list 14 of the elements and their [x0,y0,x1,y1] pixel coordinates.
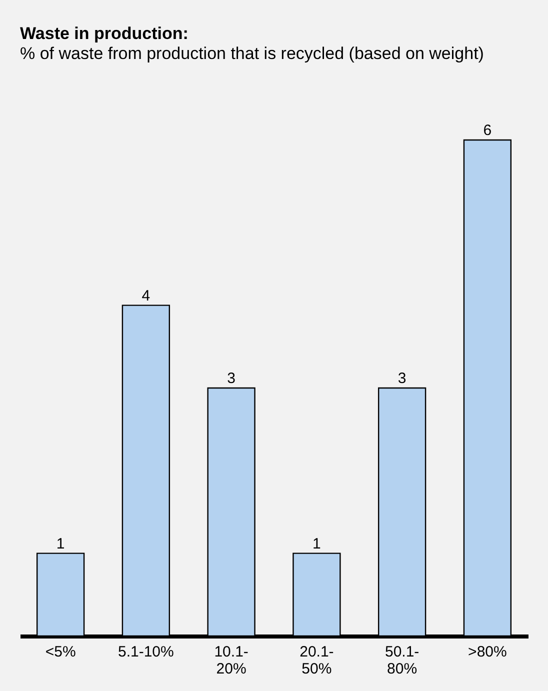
x-tick-label: >80% [468,644,507,660]
data-label: 6 [483,122,492,139]
data-label: 4 [142,287,150,304]
chart-subtitle: % of waste from production that is recycled (based on weight) [20,44,484,63]
data-label: 1 [312,535,321,552]
data-label: 3 [398,370,406,387]
data-label: 1 [56,535,65,552]
x-tick-label: 20.1-50% [300,644,334,678]
x-tick-label: 50.1-80% [384,644,420,678]
x-tick-label: <5% [45,644,76,660]
data-label: 3 [227,370,236,387]
x-tick-label: 10.1-20% [214,644,248,678]
chart-title: Waste in production: [20,24,188,43]
x-tick-label: 5.1-10% [118,644,174,660]
